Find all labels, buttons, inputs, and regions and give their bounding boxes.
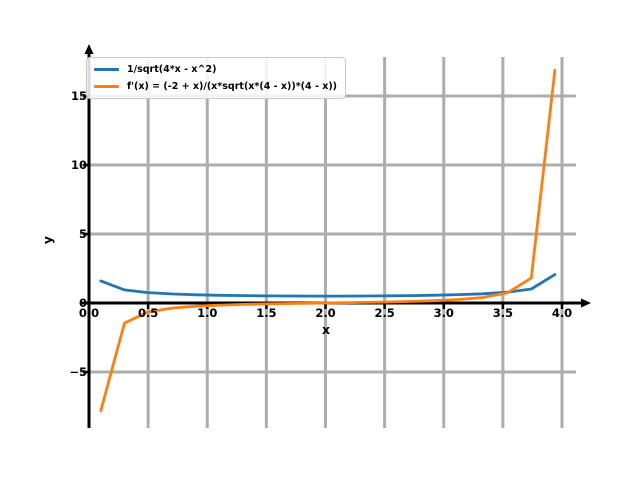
x-axis-label: x: [321, 322, 331, 337]
x-tick-label: 0.5: [137, 306, 159, 320]
y-tick-label: 5: [78, 227, 87, 241]
x-tick-label: 2.5: [374, 306, 395, 320]
grid-lines: [80, 57, 576, 428]
x-tick-label: 3.0: [433, 306, 454, 320]
legend-line-sample: [94, 85, 119, 88]
x-tick-label: 4.0: [551, 306, 573, 320]
y-axis-label: y: [40, 235, 55, 245]
y-axis-arrowhead: [84, 44, 94, 54]
legend: 1/sqrt(4*x - x^2) f'(x) = (-2 + x)/(x*sqr…: [86, 57, 347, 99]
x-tick-label: 1.0: [197, 306, 218, 320]
legend-line-sample: [94, 68, 119, 71]
y-tick-label: −5: [69, 365, 87, 379]
x-tick-label: 1.5: [256, 306, 277, 320]
x-tick-label: 3.5: [492, 306, 514, 320]
curve-0: [99, 273, 557, 298]
tick-marks: [83, 94, 564, 374]
y-tick-label: 10: [70, 158, 87, 172]
x-axis-arrowhead: [581, 298, 591, 308]
legend-entry: 1/sqrt(4*x - x^2): [94, 63, 337, 76]
axes-spines: [80, 44, 591, 428]
y-tick-label: 15: [70, 89, 87, 103]
legend-entry: f'(x) = (-2 + x)/(x*sqrt(x*(4 - x))*(4 -…: [94, 80, 337, 93]
legend-label: f'(x) = (-2 + x)/(x*sqrt(x*(4 - x))*(4 -…: [127, 81, 338, 92]
x-tick-label: 0.0: [78, 306, 100, 320]
y-tick-label: 0: [78, 296, 87, 310]
legend-label: 1/sqrt(4*x - x^2): [127, 64, 217, 75]
data-curves: [99, 68, 557, 413]
x-tick-label: 2.0: [315, 306, 336, 320]
curve-1: [99, 68, 557, 413]
